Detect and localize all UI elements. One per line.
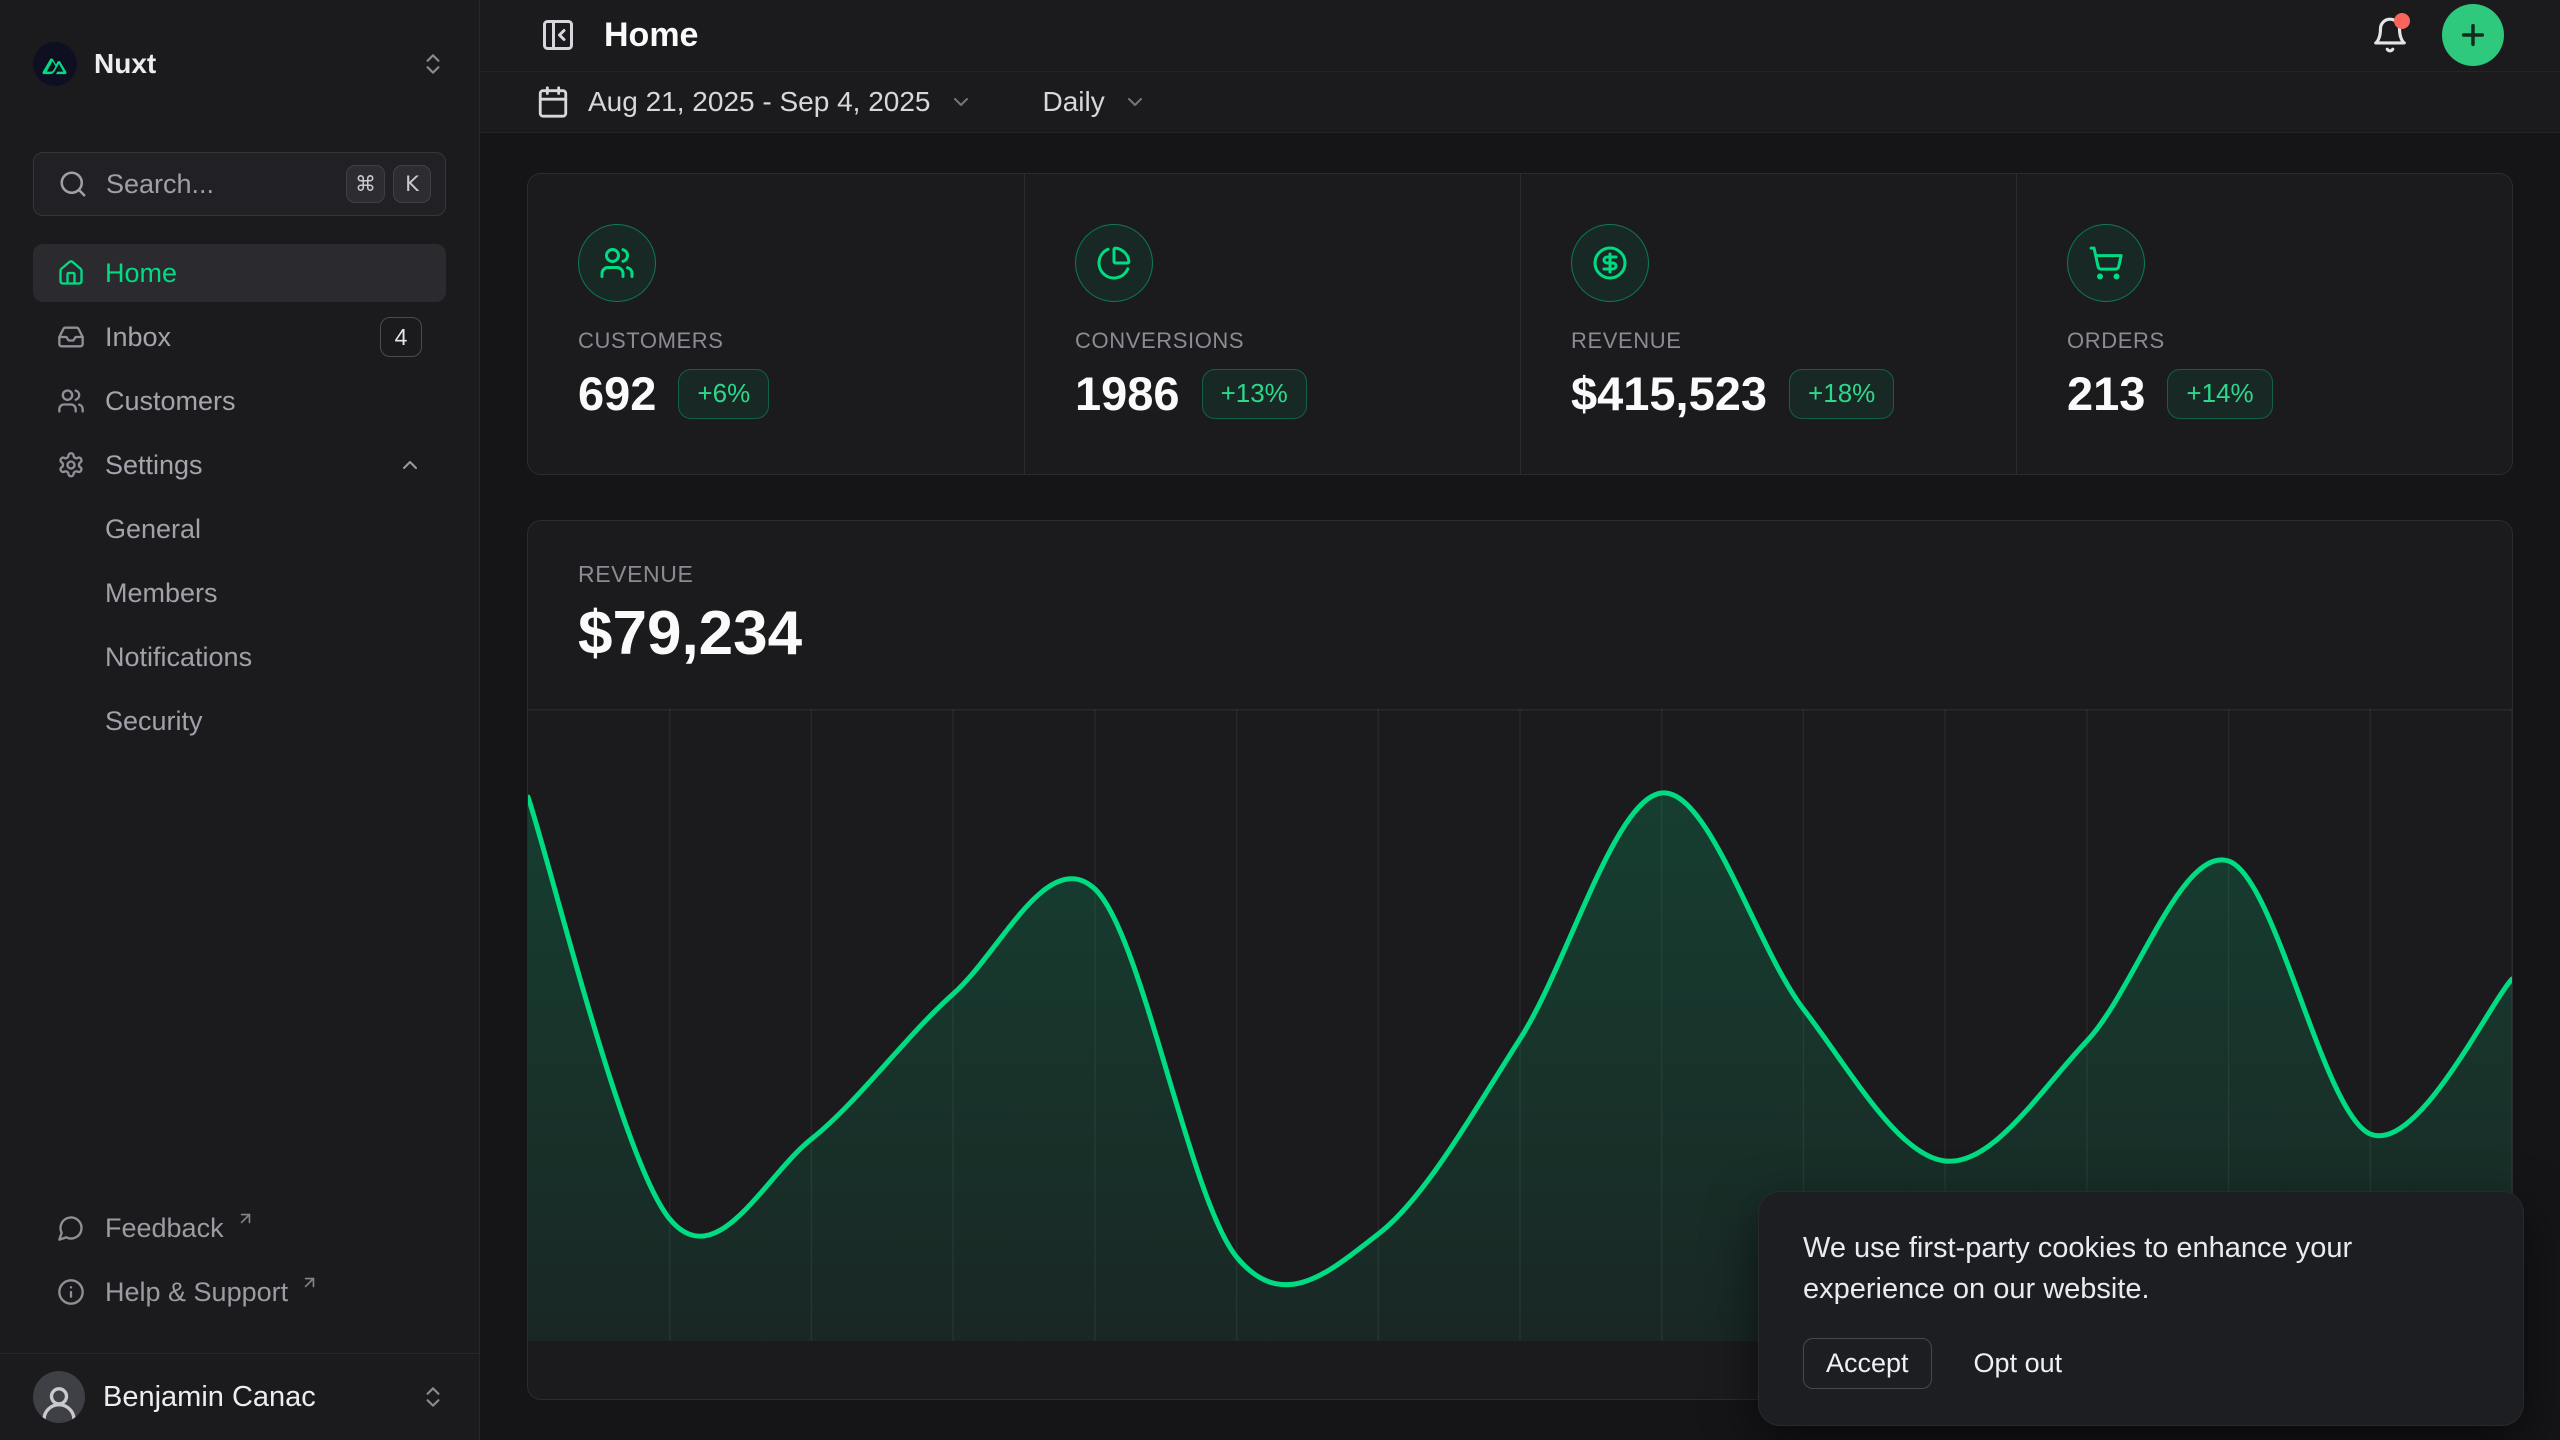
stat-card-revenue[interactable]: REVENUE $415,523 +18% <box>1520 174 2016 474</box>
inbox-icon <box>57 323 85 351</box>
stat-value: $415,523 <box>1571 367 1768 420</box>
feedback-label: Feedback <box>105 1212 224 1243</box>
chevron-up-icon <box>398 453 422 477</box>
sidebar-item-home[interactable]: Home <box>33 244 446 302</box>
sidebar-subitem-general[interactable]: General <box>33 500 446 558</box>
gear-icon <box>57 451 85 479</box>
calendar-icon <box>536 85 570 119</box>
page-header: Home <box>480 0 2560 72</box>
user-menu[interactable]: Benjamin Canac <box>0 1353 479 1440</box>
sidebar-item-label: Customers <box>105 385 236 416</box>
search-placeholder: Search... <box>106 168 215 199</box>
subitem-label: Members <box>105 577 218 608</box>
cookie-message: We use first-party cookies to enhance yo… <box>1803 1232 2353 1305</box>
sidebar: Nuxt Search... ⌘ K Home Inbox 4 <box>0 0 480 1440</box>
toolbar: Aug 21, 2025 - Sep 4, 2025 Daily <box>480 71 2560 133</box>
notification-dot <box>2394 13 2410 30</box>
subitem-label: General <box>105 513 202 544</box>
sidebar-item-label: Settings <box>105 449 203 480</box>
cart-icon <box>2067 224 2145 302</box>
brand-name: Nuxt <box>94 48 157 79</box>
sidebar-footer: Feedback Help & Support <box>33 1199 446 1327</box>
date-range-picker[interactable]: Aug 21, 2025 - Sep 4, 2025 <box>536 85 973 119</box>
stat-delta-badge: +14% <box>2167 368 2273 419</box>
search-icon <box>58 169 88 199</box>
opt-out-button[interactable]: Opt out <box>1973 1348 2063 1378</box>
sidebar-item-inbox[interactable]: Inbox 4 <box>33 308 446 366</box>
external-link-icon <box>300 1273 319 1292</box>
chevron-down-icon <box>1123 90 1147 114</box>
stat-value: 1986 <box>1075 367 1180 420</box>
sidebar-item-customers[interactable]: Customers <box>33 372 446 430</box>
stat-value: 692 <box>578 367 657 420</box>
subitem-label: Security <box>105 705 203 736</box>
stat-card-orders[interactable]: ORDERS 213 +14% <box>2016 174 2512 474</box>
stat-value: 213 <box>2067 367 2146 420</box>
feedback-link[interactable]: Feedback <box>33 1199 446 1257</box>
chevrons-up-down-icon[interactable] <box>420 51 446 77</box>
external-link-icon <box>236 1209 255 1228</box>
date-range-label: Aug 21, 2025 - Sep 4, 2025 <box>588 85 931 117</box>
cookie-banner: We use first-party cookies to enhance yo… <box>1758 1191 2524 1426</box>
user-name: Benjamin Canac <box>103 1380 316 1413</box>
stat-delta-badge: +13% <box>1201 368 1307 419</box>
add-button[interactable] <box>2442 4 2504 67</box>
kbd-command: ⌘ <box>346 165 385 203</box>
avatar <box>33 1371 85 1423</box>
inbox-count-badge: 4 <box>380 317 422 357</box>
chevron-down-icon <box>949 90 973 114</box>
home-icon <box>57 259 85 287</box>
stat-label: REVENUE <box>1571 328 1682 353</box>
stats-grid: CUSTOMERS 692 +6% CONVERSIONS 1986 +13% <box>527 173 2513 475</box>
users-icon <box>578 224 656 302</box>
plus-icon <box>2457 19 2489 51</box>
collapse-sidebar-button[interactable] <box>536 13 580 57</box>
pie-chart-icon <box>1075 224 1153 302</box>
help-support-link[interactable]: Help & Support <box>33 1263 446 1321</box>
stat-label: CUSTOMERS <box>578 328 724 353</box>
revenue-value: $79,234 <box>578 599 803 668</box>
search-shortcut: ⌘ K <box>346 165 431 203</box>
sidebar-subitem-members[interactable]: Members <box>33 564 446 622</box>
chevrons-up-down-icon <box>420 1384 446 1410</box>
revenue-label: REVENUE <box>578 561 694 587</box>
chat-bubble-icon <box>57 1214 85 1242</box>
sidebar-item-settings[interactable]: Settings <box>33 436 446 494</box>
stat-label: ORDERS <box>2067 328 2165 353</box>
sidebar-item-label: Home <box>105 257 178 288</box>
info-circle-icon <box>57 1278 85 1306</box>
period-select[interactable]: Daily <box>1043 86 1147 118</box>
team-switcher[interactable]: Nuxt <box>33 38 446 90</box>
sidebar-subitem-security[interactable]: Security <box>33 692 446 750</box>
notifications-button[interactable] <box>2368 13 2412 57</box>
stat-card-conversions[interactable]: CONVERSIONS 1986 +13% <box>1024 174 1520 474</box>
sidebar-subitem-notifications[interactable]: Notifications <box>33 628 446 686</box>
users-icon <box>57 387 85 415</box>
sidebar-nav: Home Inbox 4 Customers Settings <box>33 244 446 756</box>
accept-button[interactable]: Accept <box>1803 1338 1932 1389</box>
stat-delta-badge: +6% <box>678 368 770 419</box>
sidebar-item-label: Inbox <box>105 321 172 352</box>
dollar-circle-icon <box>1571 224 1649 302</box>
subitem-label: Notifications <box>105 641 253 672</box>
period-label: Daily <box>1042 85 1105 117</box>
nuxt-logo-icon <box>33 42 77 86</box>
kbd-k: K <box>393 165 431 203</box>
help-support-label: Help & Support <box>105 1276 289 1307</box>
stat-label: CONVERSIONS <box>1075 328 1245 353</box>
stat-delta-badge: +18% <box>1789 368 1895 419</box>
search-input[interactable]: Search... ⌘ K <box>33 152 446 216</box>
page-title: Home <box>604 15 699 54</box>
stat-card-customers[interactable]: CUSTOMERS 692 +6% <box>528 174 1024 474</box>
